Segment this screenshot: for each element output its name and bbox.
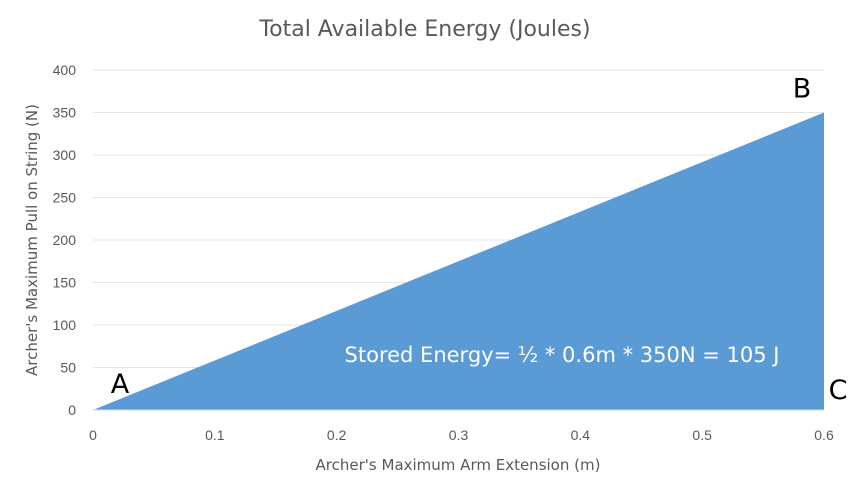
y-tick-label: 100	[53, 317, 77, 333]
y-tick-label: 150	[53, 275, 77, 291]
y-tick-label: 50	[60, 360, 76, 376]
y-axis-ticks: 0 50 100 150 200 250 300 350 400	[53, 62, 77, 418]
point-label-c: C	[829, 375, 848, 406]
chart-title: Total Available Energy (Joules)	[258, 17, 590, 42]
point-label-a: A	[111, 369, 130, 400]
x-tick-label: 0.3	[449, 427, 469, 443]
y-tick-label: 400	[53, 62, 77, 78]
y-axis-label: Archer's Maximum Pull on String (N)	[23, 104, 41, 376]
point-labels: A B C	[111, 74, 848, 407]
x-tick-label: 0	[89, 427, 97, 443]
x-tick-label: 0.5	[692, 427, 712, 443]
y-tick-label: 250	[53, 190, 77, 206]
x-axis-ticks: 0 0.1 0.2 0.3 0.4 0.5 0.6	[89, 427, 834, 443]
x-tick-label: 0.4	[571, 427, 591, 443]
point-label-b: B	[793, 74, 812, 105]
x-tick-label: 0.6	[814, 427, 834, 443]
y-tick-label: 300	[53, 147, 77, 163]
x-axis-label: Archer's Maximum Arm Extension (m)	[316, 456, 601, 474]
stored-energy-annotation: Stored Energy= ½ * 0.6m * 350N = 105 J	[345, 343, 780, 367]
x-tick-label: 0.1	[205, 427, 225, 443]
x-tick-label: 0.2	[327, 427, 347, 443]
y-tick-label: 200	[53, 232, 77, 248]
energy-area	[93, 112, 824, 410]
y-tick-label: 0	[68, 402, 76, 418]
y-tick-label: 350	[53, 105, 77, 121]
